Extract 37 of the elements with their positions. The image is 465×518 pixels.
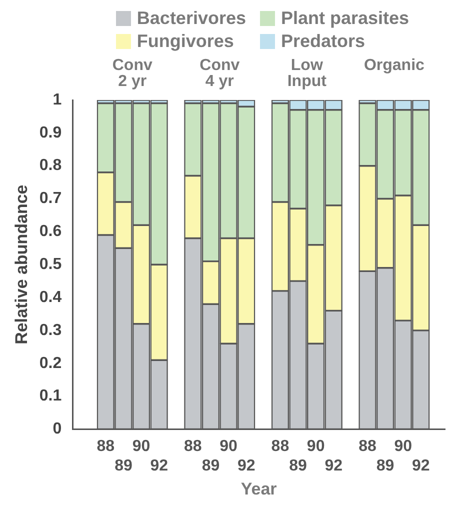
legend-label: Predators <box>281 31 366 52</box>
y-tick-label: 0 <box>52 420 62 438</box>
x-tick-label: 89 <box>376 457 394 474</box>
text: Conv 2 yr <box>112 57 152 90</box>
x-tick-label: 88 <box>184 438 202 456</box>
x-axis-title: Year <box>240 479 278 498</box>
legend-label: Plant parasites <box>281 8 410 29</box>
x-tick-label: 88 <box>271 438 290 456</box>
y-tick-label: 0.8 <box>39 157 62 174</box>
x-tick-label: 92 <box>237 457 256 474</box>
y-tick-label: 0.5 <box>39 256 62 274</box>
y-axis-title: Relative abundance <box>12 184 31 344</box>
y-tick-label: 0.6 <box>39 223 62 240</box>
text: Conv 4 yr <box>200 57 240 90</box>
y-tick-label: 0.4 <box>39 288 62 306</box>
x-tick-label: 90 <box>306 438 325 456</box>
y-tick-label: 1 <box>52 91 62 108</box>
y-tick-label: 0.1 <box>39 388 62 405</box>
x-tick-label: 92 <box>412 457 430 474</box>
x-tick-label: 89 <box>114 457 132 474</box>
text: Organic <box>364 57 425 74</box>
x-tick-label: 90 <box>394 438 412 456</box>
x-tick-label: 89 <box>202 457 220 474</box>
x-tick-label: 92 <box>324 457 343 474</box>
y-tick-label: 0.3 <box>39 322 62 339</box>
x-tick-label: 90 <box>132 438 150 456</box>
legend-label: Fungivores <box>136 31 234 52</box>
x-tick-label: 88 <box>358 438 376 456</box>
y-tick-label: 0.7 <box>39 190 62 208</box>
x-tick-label: 89 <box>289 457 308 474</box>
y-tick-label: 0.9 <box>39 124 62 142</box>
y-tick-label: 0.2 <box>39 354 62 372</box>
x-tick-label: 92 <box>150 457 168 474</box>
x-tick-label: 90 <box>220 438 238 456</box>
legend-label: Bacterivores <box>136 8 246 29</box>
text: Low Input <box>287 57 328 90</box>
x-tick-label: 88 <box>96 438 115 456</box>
